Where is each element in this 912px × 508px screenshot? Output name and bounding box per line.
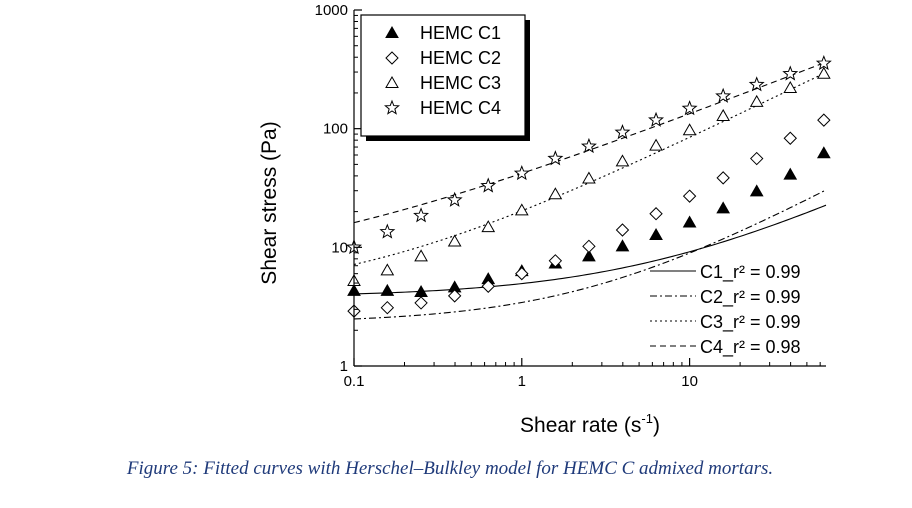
data-point [783,167,798,180]
y-tick-label: 100 [323,121,348,138]
y-tick-label: 1 [340,358,348,375]
data-point [514,203,529,216]
legend-marker [385,25,399,38]
data-point [582,249,596,262]
data-point [582,171,596,184]
data-point [380,283,395,296]
x-tick-label: 10 [681,373,698,390]
fit-curve [353,204,827,295]
data-point [716,108,731,121]
data-point [480,177,497,193]
data-point [615,239,630,252]
data-point [782,65,799,81]
fit-curve [353,61,827,224]
legend: HEMC C1 HEMC C2 HEMC C3 HEMC C4 [360,14,530,141]
data-point [749,184,764,197]
data-point [816,146,831,159]
data-point [816,66,831,79]
fit-legend: C1_r² = 0.99 C2_r² = 0.99 C3_r² = 0.99 C4_r… [650,262,801,358]
data-point [815,54,832,71]
data-point [548,254,563,268]
data-point [447,289,462,303]
y-tick-label: 10 [331,239,348,256]
data-point [515,266,529,281]
y-tick-label: 1000 [315,2,348,19]
legend-marker [384,99,400,115]
data-point [749,94,764,107]
legend-marker [385,51,399,65]
x-tick-label: 0.1 [344,373,365,390]
x-tick-label: 1 [518,373,526,390]
fit-legend-label: C2_r² = 0.99 [700,287,801,308]
data-point [715,87,732,103]
data-point [783,131,797,145]
data-point [649,207,663,221]
data-point [682,189,697,203]
fit-legend-label: C4_r² = 0.98 [700,337,801,358]
legend-label: HEMC C2 [420,48,501,68]
data-point [716,171,730,185]
data-point [649,138,663,151]
data-point [648,111,665,127]
legend-label: HEMC C1 [420,23,501,43]
data-point [414,249,428,262]
legend-marker [385,75,399,88]
fit-legend-label: C1_r² = 0.99 [700,262,801,283]
data-point [682,123,697,136]
legend-label: HEMC C3 [420,73,501,93]
data-point [716,201,731,214]
data-point [580,137,597,154]
data-point [582,239,596,254]
data-point [681,100,698,116]
data-point [379,223,396,239]
fit-curve [353,189,827,320]
data-point [481,220,496,233]
data-point [614,124,631,140]
data-point [783,81,798,94]
legend-label: HEMC C4 [420,98,501,118]
data-point [615,154,630,167]
fit-legend-label: C3_r² = 0.99 [700,312,801,333]
series-2 [347,113,831,318]
data-point [414,296,428,310]
data-point [750,151,764,166]
data-point [817,113,831,127]
figure-caption: Figure 5: Fitted curves with Herschel–Bu… [126,458,774,479]
data-point [447,234,462,247]
data-point [413,207,430,223]
data-point [380,263,395,276]
y-axis-title: Shear stress (Pa) [258,121,281,284]
x-axis-title: Shear rate (s-1) [520,411,660,437]
data-point [548,187,563,200]
data-point [513,164,530,181]
data-point [682,215,697,228]
data-point [380,300,395,315]
data-point [547,150,564,166]
data-point [446,191,463,207]
data-point [649,228,663,241]
data-point [481,279,495,293]
data-point [615,223,630,237]
data-point [748,76,765,92]
